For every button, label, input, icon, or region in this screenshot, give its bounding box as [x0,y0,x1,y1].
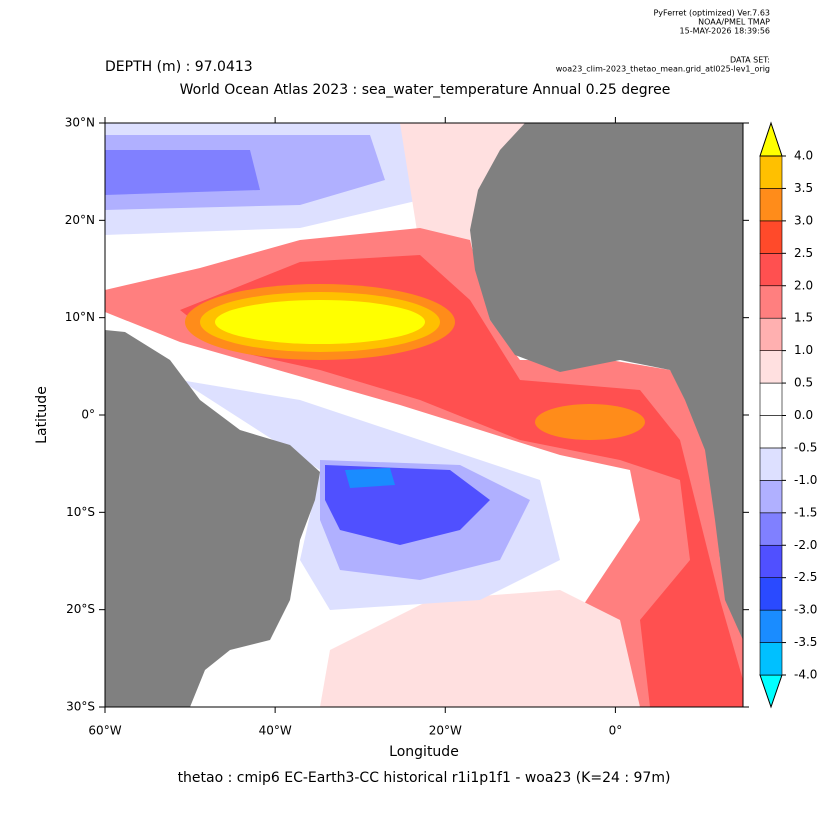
colorbar-band [759,188,783,222]
colorbar-band [759,544,783,578]
colorbar-band [759,317,783,351]
y-tick-label: 30°N [65,116,95,130]
colorbar-band [759,350,783,384]
colorbar-band [759,512,783,546]
y-tick-label: 10°S [66,505,95,519]
colorbar-label: 3.0 [794,213,813,227]
colorbar-label: 4.0 [794,149,813,163]
colorbar-label: 2.0 [794,278,813,292]
y-axis-label: Latitude [34,386,50,444]
colorbar-band [759,447,783,481]
dataset-label: DATA SET: [730,56,770,65]
map-field [105,123,743,707]
y-tick-label: 30°S [66,700,95,714]
colorbar-label: 0.0 [794,408,813,422]
colorbar-label: 3.5 [794,181,813,195]
colorbar-band [759,253,783,287]
colorbar-band [759,220,783,254]
colorbar-band [759,577,783,611]
x-tick-label: 20°W [429,724,462,738]
title: World Ocean Atlas 2023 : sea_water_tempe… [180,82,671,98]
y-tick-label: 20°N [65,213,95,227]
dataset: woa23_clim-2023_thetao_mean.grid_atl025-… [556,65,770,74]
y-tick-label: 0° [81,408,95,422]
colorbar-label: -2.5 [794,570,817,584]
colorbar-band [759,382,783,416]
colorbar-band [759,155,783,189]
colorbar-band [759,415,783,449]
x-tick-label: 40°W [259,724,292,738]
colorbar-under [759,674,783,709]
colorbar-label: -3.0 [794,603,817,617]
colorbar-label: 0.5 [794,376,813,390]
y-tick-label: 20°S [66,602,95,616]
colorbar-label: 1.0 [794,343,813,357]
x-tick-label: 60°W [88,724,121,738]
footer: thetao : cmip6 EC-Earth3-CC historical r… [178,770,671,786]
colorbar-label: -1.0 [794,473,817,487]
colorbar-band [759,642,783,676]
colorbar-label: -2.0 [794,538,817,552]
colorbar-label: 2.5 [794,246,813,260]
depth: DEPTH (m) : 97.0413 [105,59,253,75]
colorbar-label: -4.0 [794,668,817,682]
colorbar-band [759,609,783,643]
program: PyFerret (optimized) Ver.7.63 [653,9,770,18]
org: NOAA/PMEL TMAP [698,18,770,27]
colorbar-label: -3.5 [794,635,817,649]
x-tick-label: 0° [609,724,623,738]
colorbar-over [759,121,783,157]
colorbar-label: -1.5 [794,505,817,519]
colorbar-label: 1.5 [794,311,813,325]
date: 15-MAY-2026 18:39:56 [680,27,770,36]
x-axis-label: Longitude [389,744,459,760]
colorbar-band [759,285,783,319]
colorbar-label: -0.5 [794,440,817,454]
y-tick-label: 10°N [65,310,95,324]
colorbar-band [759,480,783,514]
